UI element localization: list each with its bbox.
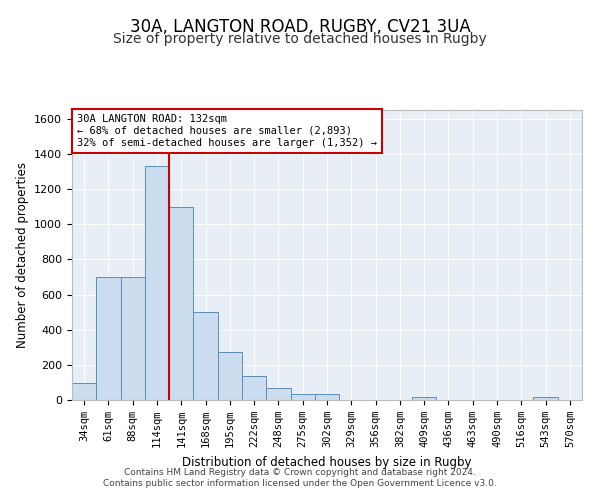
Bar <box>193 312 218 400</box>
Bar <box>96 277 121 400</box>
Bar <box>169 206 193 400</box>
Bar <box>266 388 290 400</box>
Text: Size of property relative to detached houses in Rugby: Size of property relative to detached ho… <box>113 32 487 46</box>
Bar <box>412 397 436 400</box>
Bar <box>533 397 558 400</box>
Text: 30A LANGTON ROAD: 132sqm
← 68% of detached houses are smaller (2,893)
32% of sem: 30A LANGTON ROAD: 132sqm ← 68% of detach… <box>77 114 377 148</box>
Bar <box>121 277 145 400</box>
Bar <box>218 352 242 400</box>
Bar <box>145 166 169 400</box>
Bar <box>290 394 315 400</box>
Text: Contains HM Land Registry data © Crown copyright and database right 2024.
Contai: Contains HM Land Registry data © Crown c… <box>103 468 497 487</box>
Text: 30A, LANGTON ROAD, RUGBY, CV21 3UA: 30A, LANGTON ROAD, RUGBY, CV21 3UA <box>130 18 470 36</box>
X-axis label: Distribution of detached houses by size in Rugby: Distribution of detached houses by size … <box>182 456 472 468</box>
Y-axis label: Number of detached properties: Number of detached properties <box>16 162 29 348</box>
Bar <box>72 384 96 400</box>
Bar <box>242 376 266 400</box>
Bar <box>315 394 339 400</box>
